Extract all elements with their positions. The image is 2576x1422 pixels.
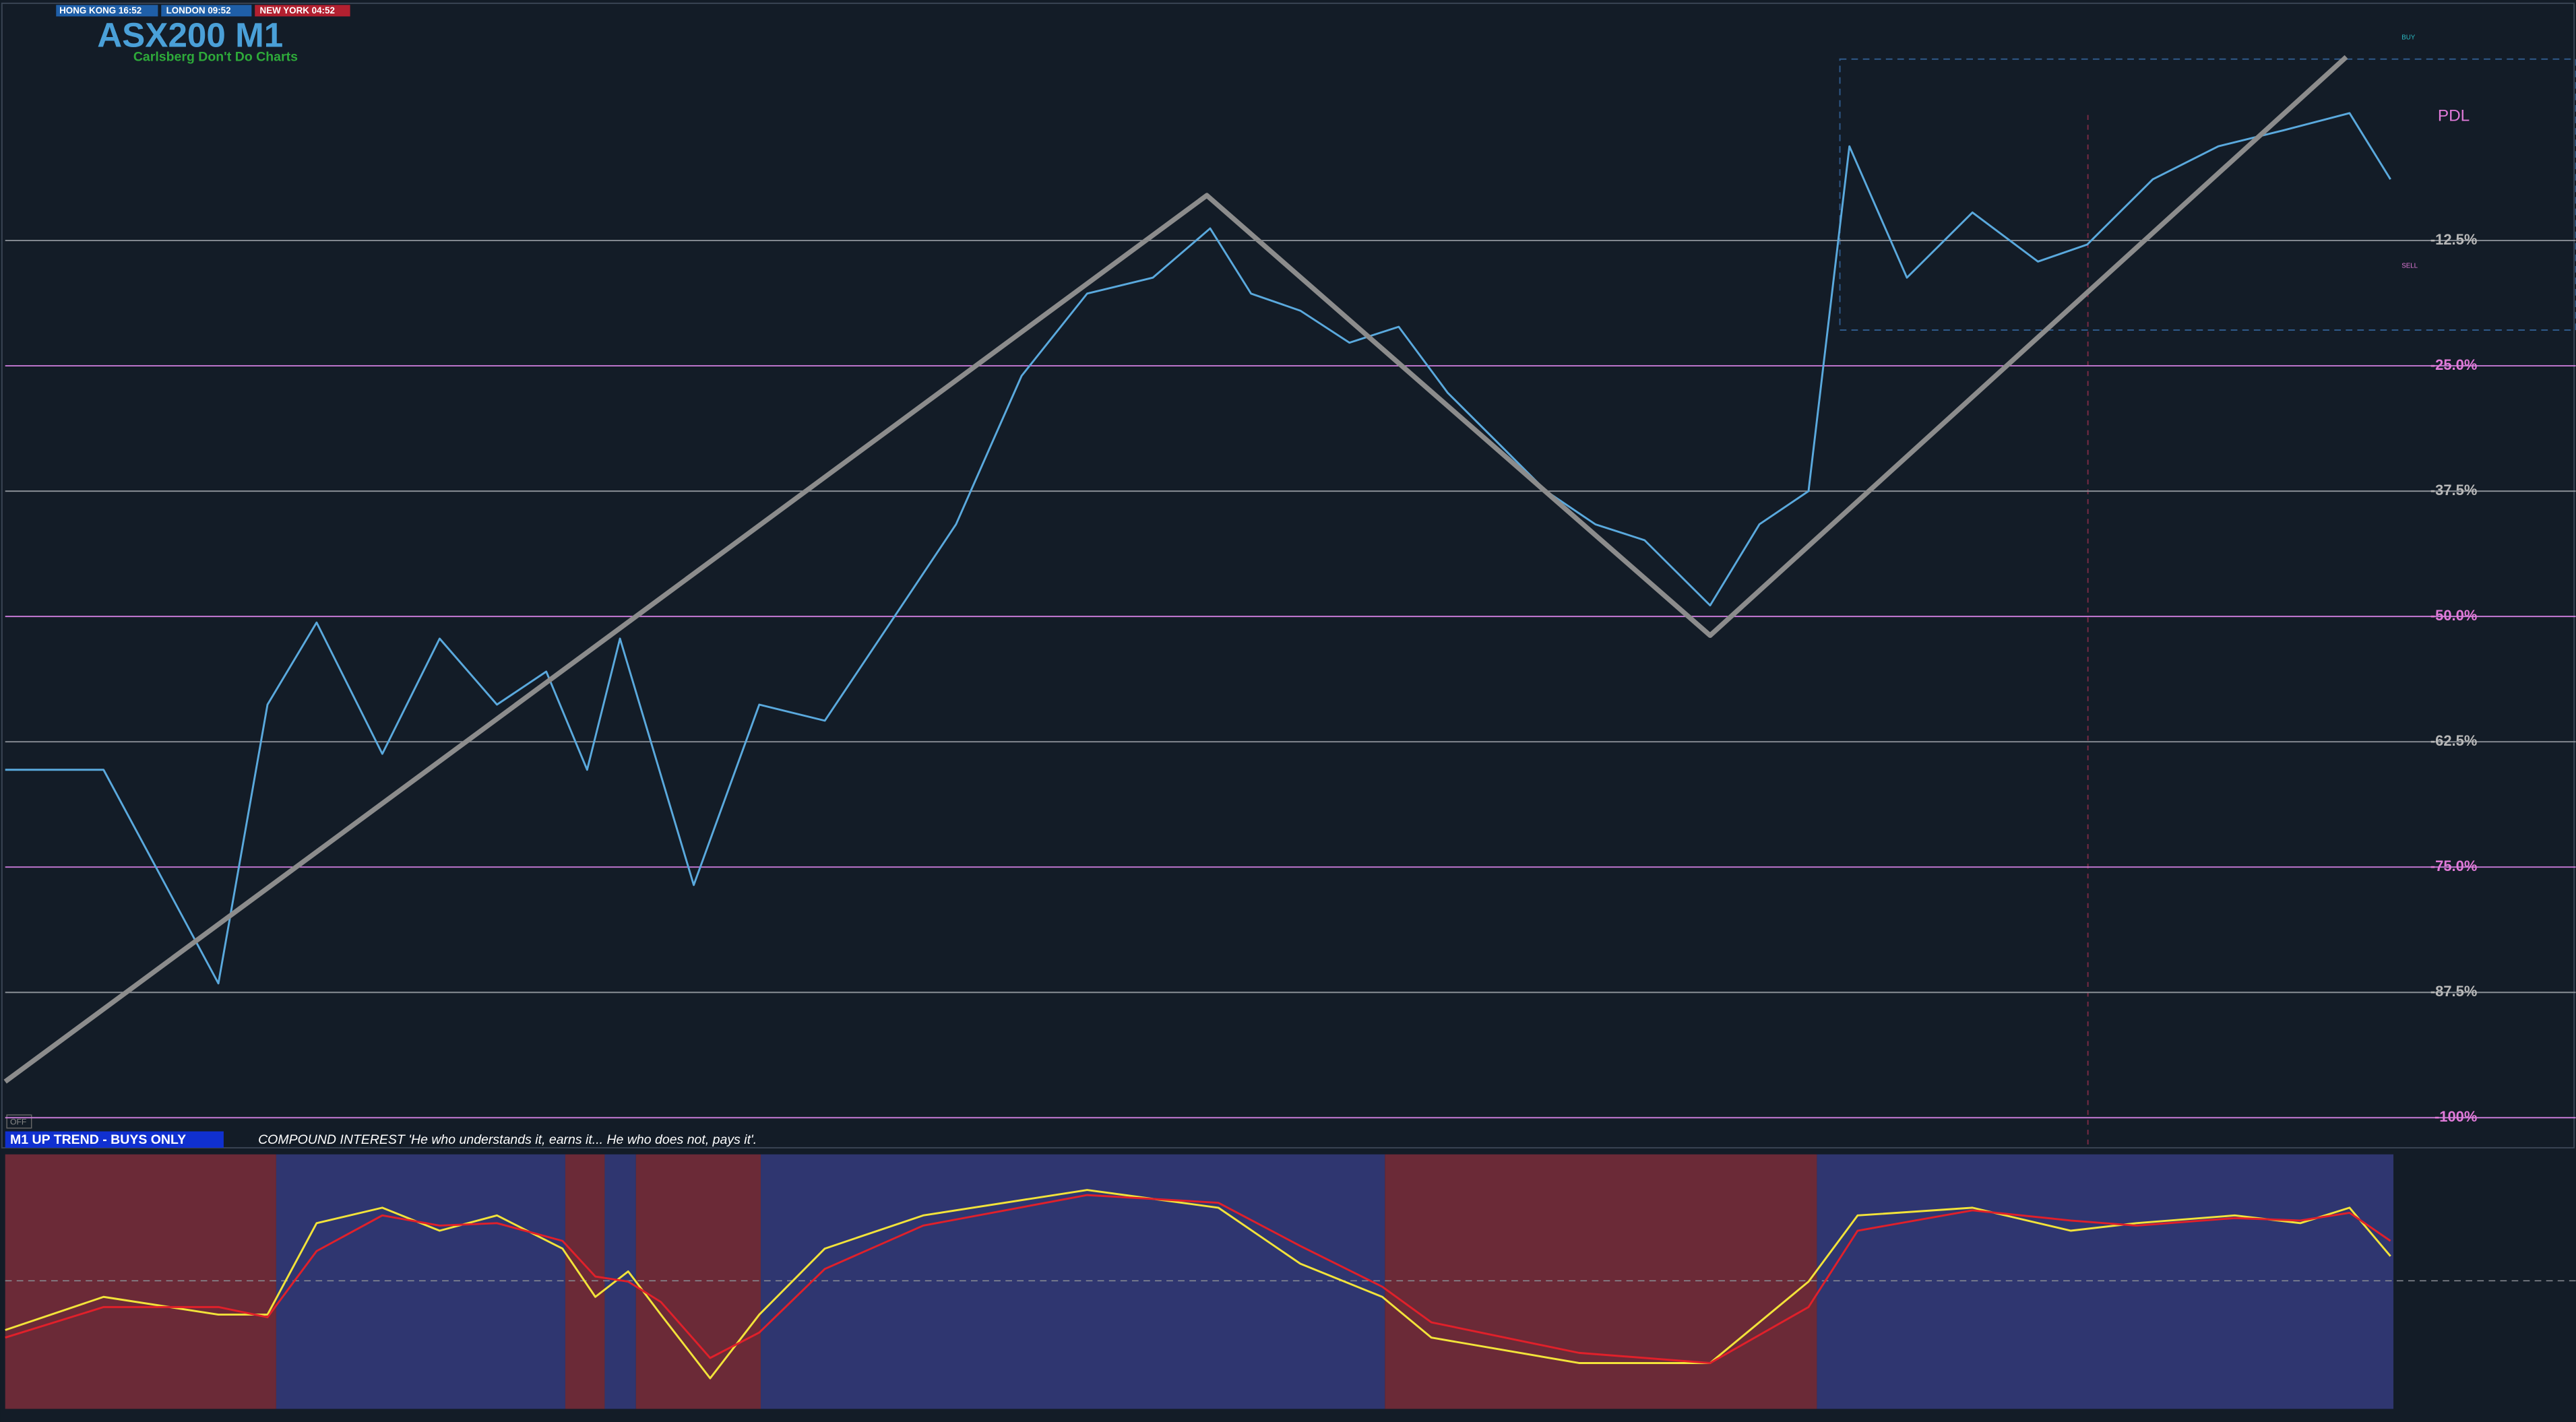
y-tick-label: -25.0% bbox=[2430, 356, 2477, 373]
session: NEW YORK 04:52 bbox=[260, 5, 335, 15]
session: LONDON 09:52 bbox=[166, 5, 231, 15]
session: HONG KONG 16:52 bbox=[59, 5, 142, 15]
session-badge bbox=[56, 5, 158, 17]
sessions: HONG KONG 16:52 LONDON 09:52 NEW YORK 04… bbox=[56, 5, 350, 17]
quote: COMPOUND INTEREST 'He who understands it… bbox=[258, 1132, 757, 1147]
series-line bbox=[5, 1189, 2391, 1380]
y-tick-label: -12.5% bbox=[2430, 231, 2477, 248]
pdl-label: PDL bbox=[2438, 107, 2470, 125]
band bbox=[604, 1154, 636, 1409]
y-tick-label: -75.0% bbox=[2430, 858, 2477, 874]
y-tick-label: -37.5% bbox=[2430, 482, 2477, 498]
series-line bbox=[3, 55, 2348, 1084]
band bbox=[276, 1154, 565, 1409]
session-badge bbox=[255, 5, 350, 17]
series-line bbox=[5, 1194, 2391, 1364]
sell-label: SELL bbox=[2401, 262, 2418, 269]
series-line bbox=[5, 112, 2391, 985]
y-tick-label: -50.0% bbox=[2430, 607, 2477, 624]
off-label[interactable]: OFF bbox=[10, 1117, 26, 1126]
band bbox=[635, 1154, 761, 1409]
y-tick-label: -62.5% bbox=[2430, 732, 2477, 749]
off-button[interactable] bbox=[6, 1114, 32, 1129]
regime-bands bbox=[5, 1154, 2394, 1409]
y-tick-label: -87.5% bbox=[2430, 983, 2477, 1000]
trend-banner bbox=[5, 1131, 224, 1148]
trend-text: M1 UP TREND - BUYS ONLY bbox=[10, 1132, 186, 1147]
session-badge bbox=[161, 5, 252, 17]
band bbox=[1817, 1154, 2394, 1409]
band bbox=[1385, 1154, 1817, 1409]
range-box bbox=[1839, 58, 2576, 331]
y-tick-label: -100% bbox=[2434, 1108, 2477, 1125]
band bbox=[5, 1154, 276, 1409]
buy-label: BUY bbox=[2401, 34, 2416, 42]
main-panel bbox=[1, 2, 2575, 1149]
chart-subtitle: Carlsberg Don't Do Charts bbox=[133, 49, 298, 64]
chart-title: ASX200 M1 bbox=[97, 16, 283, 55]
